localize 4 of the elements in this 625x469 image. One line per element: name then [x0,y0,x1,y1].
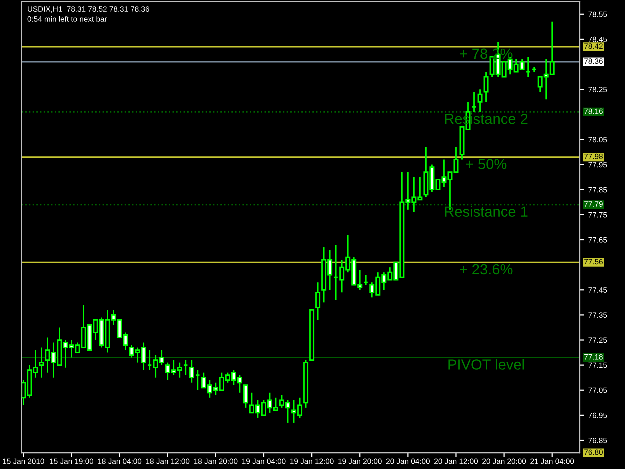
annotation: + 23.6% [460,264,513,275]
annotation: PIVOT level [448,359,524,370]
annotation: Resistance 1 [445,206,528,218]
annotation: + 50% [466,159,507,170]
